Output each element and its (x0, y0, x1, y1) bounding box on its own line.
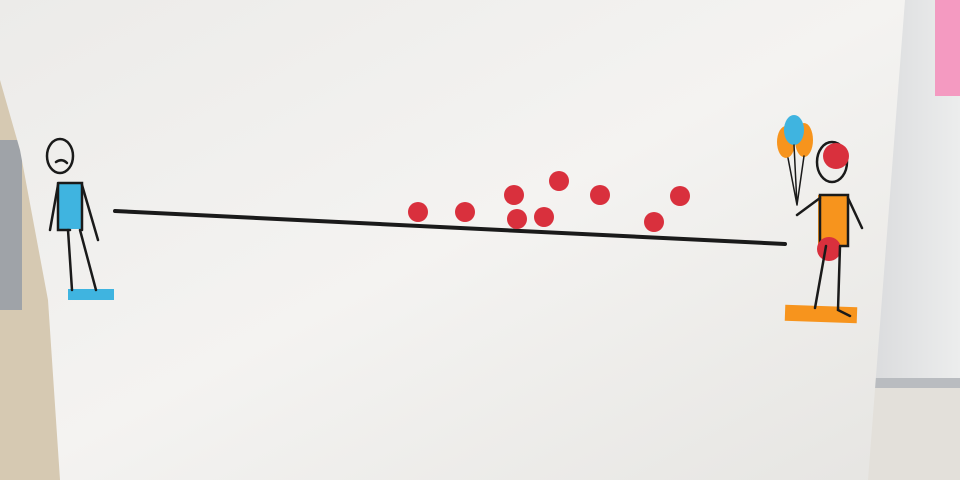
dot (408, 202, 428, 222)
line (113, 209, 787, 246)
dot (534, 207, 554, 227)
wall-lower (860, 388, 960, 480)
left-figure (45, 137, 114, 300)
torso (56, 181, 84, 232)
torso (818, 193, 850, 248)
mouth (54, 159, 69, 165)
arms (795, 196, 864, 230)
body (58, 183, 82, 229)
dot (549, 171, 569, 191)
legs (813, 244, 852, 318)
left-frame (0, 140, 22, 310)
body-dot (817, 237, 841, 261)
dots (408, 171, 690, 232)
whiteboard-frame (860, 378, 960, 388)
dot (455, 202, 475, 222)
flipchart-paper (0, 0, 905, 480)
base (68, 289, 114, 300)
arms (48, 183, 100, 242)
strings (787, 144, 805, 206)
dot (670, 186, 690, 206)
right-figure (777, 115, 864, 324)
sticky-note (935, 0, 960, 96)
head-dot (823, 143, 849, 169)
head (45, 137, 75, 175)
dot (507, 209, 527, 229)
dot (590, 185, 610, 205)
dot (644, 212, 664, 232)
balloon (784, 115, 804, 145)
dot (504, 185, 524, 205)
legs (66, 228, 98, 292)
body (818, 195, 848, 245)
